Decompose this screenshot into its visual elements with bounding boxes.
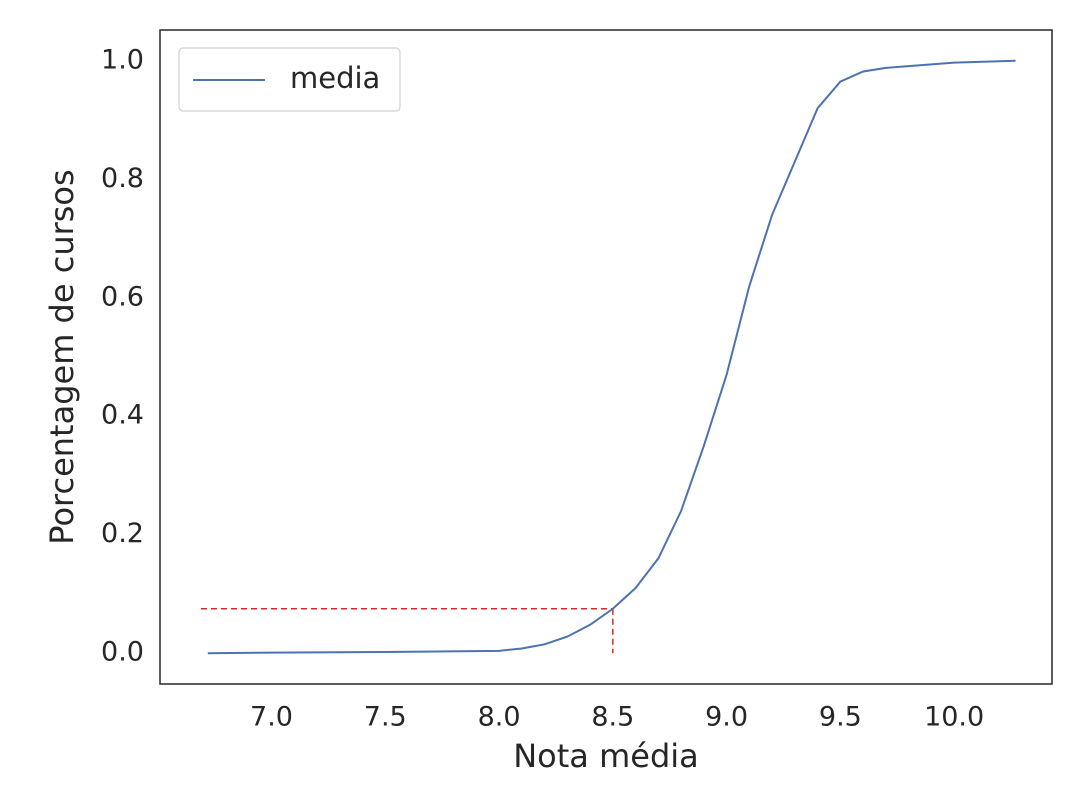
x-tick-label: 8.5 (591, 702, 634, 733)
y-tick-label: 0.0 (101, 637, 144, 668)
x-axis-label: Nota média (513, 737, 699, 775)
data-line (207, 59, 1016, 655)
legend-label: media (290, 61, 380, 95)
x-tick-label: 9.0 (705, 702, 748, 733)
x-tick-label: 9.5 (819, 702, 862, 733)
x-tick-label: 8.0 (478, 702, 521, 733)
y-tick-label: 1.0 (101, 44, 144, 75)
legend-box (178, 47, 401, 112)
y-tick-label: 0.2 (101, 518, 144, 549)
y-tick-label: 0.8 (101, 163, 144, 194)
y-tick-label: 0.4 (101, 400, 144, 431)
x-tick-label: 10.0 (924, 702, 984, 733)
x-tick-label: 7.0 (250, 702, 293, 733)
y-axis-label: Porcentagem de cursos (43, 169, 81, 544)
y-tick-label: 0.6 (101, 281, 144, 312)
plot-frame (159, 29, 1053, 685)
x-tick-label: 7.5 (364, 702, 407, 733)
